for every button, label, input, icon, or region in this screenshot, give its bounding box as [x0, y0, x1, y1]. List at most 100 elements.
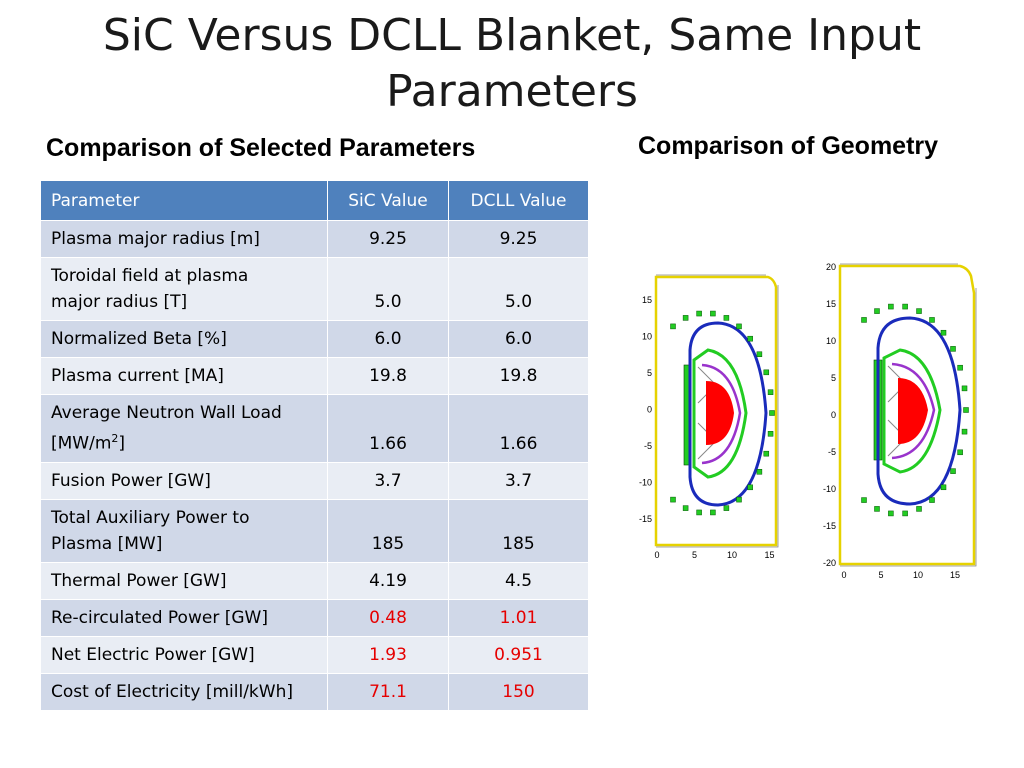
dcll-coil — [950, 468, 956, 474]
dcll-coil — [940, 329, 947, 336]
dcll-outer-boundary — [838, 264, 976, 566]
dcll-coil — [929, 497, 935, 503]
parameter-name-cell: Normalized Beta [%] — [40, 320, 328, 358]
dcll-coil — [874, 308, 880, 314]
dcll-coil — [916, 506, 922, 512]
dcll-coil — [940, 484, 947, 491]
dcll-coil — [957, 449, 963, 456]
dcll-coil — [888, 303, 894, 310]
sic-coil — [696, 310, 702, 317]
parameter-name-line: [MW/m — [51, 433, 112, 454]
dcll-geometry-figure: 20 15 10 5 0 -5 -10 -15 -20 0 5 10 15 — [818, 258, 986, 588]
dcll-y-tick-label: 20 — [826, 262, 836, 272]
sic-coil — [763, 369, 770, 376]
sic-plasma — [706, 381, 734, 445]
dcll-coil — [961, 385, 968, 392]
sic-x-tick-label: 5 — [692, 550, 697, 560]
header-parameter: Parameter — [40, 180, 328, 221]
geometry-heading: Comparison of Geometry — [638, 132, 939, 160]
dcll-value-cell: 4.5 — [448, 561, 589, 600]
parameter-name-cell: Thermal Power [GW] — [40, 561, 328, 600]
sic-x-tick-label: 15 — [764, 550, 774, 560]
sic-coil — [736, 323, 742, 330]
parameter-name-line: Plasma major radius [m] — [51, 229, 260, 249]
dcll-value-cell: 9.25 — [448, 220, 589, 258]
parameter-name-line: major radius [T] — [51, 292, 188, 312]
dcll-coil — [929, 317, 935, 323]
sic-y-tick-label: 0 — [647, 405, 652, 415]
sic-value-cell: 19.8 — [327, 357, 449, 395]
parameter-superscript: 2 — [111, 432, 119, 445]
dcll-coil — [861, 317, 867, 323]
table-row: Net Electric Power [GW] 1.93 0.951 — [40, 635, 589, 674]
sic-y-tick-label: -10 — [639, 478, 652, 488]
parameter-name-line: Average Neutron Wall Load — [51, 403, 282, 423]
parameter-name-cell: Total Auxiliary Power to Plasma [MW] — [40, 498, 328, 563]
dcll-x-tick-label: 0 — [841, 570, 846, 580]
parameter-name-cell: Re-circulated Power [GW] — [40, 598, 328, 637]
dcll-coil — [950, 346, 956, 352]
sic-coil — [682, 315, 689, 321]
sic-value-cell: 71.1 — [327, 672, 449, 711]
sic-y-tick-label: 10 — [642, 332, 652, 342]
sic-y-tick-label: 5 — [647, 368, 652, 378]
sic-coil — [769, 410, 775, 416]
parameter-name-cell: Fusion Power [GW] — [40, 461, 328, 500]
header-sic-value: SiC Value — [327, 180, 449, 221]
parameter-suffix: ] — [118, 433, 126, 454]
dcll-value-cell: 1.66 — [448, 394, 589, 463]
sic-y-tick-label: 15 — [642, 295, 652, 305]
sic-coil — [670, 323, 676, 330]
dcll-y-axis: 20 15 10 5 0 -5 -10 -15 -20 — [823, 262, 836, 568]
table-row: Normalized Beta [%] 6.0 6.0 — [40, 320, 589, 358]
dcll-y-tick-label: 5 — [831, 373, 836, 383]
dcll-y-tick-label: 10 — [826, 336, 836, 346]
dcll-coil — [963, 407, 969, 413]
parameter-name-cell: Average Neutron Wall Load [MW/m2] — [40, 394, 328, 463]
sic-value-cell: 185 — [327, 498, 449, 563]
sic-value-cell: 1.93 — [327, 635, 449, 674]
dcll-vessel — [876, 316, 962, 506]
sic-coil — [723, 505, 730, 511]
slide-title-line2: Parameters — [386, 66, 638, 117]
sic-coil — [670, 496, 676, 503]
sic-y-axis: 15 10 5 0 -5 -10 -15 — [639, 295, 652, 524]
table-row: Re-circulated Power [GW] 0.48 1.01 — [40, 598, 589, 637]
sic-outer-boundary — [654, 275, 778, 547]
table-row: Toroidal field at plasma major radius [T]… — [40, 257, 589, 321]
sic-y-tick-label: -5 — [644, 441, 652, 451]
dcll-blanket — [882, 348, 942, 474]
slide-title: SiC Versus DCLL Blanket, Same Input Para… — [0, 8, 1024, 120]
dcll-coil — [861, 497, 867, 503]
parameter-name-cell: Cost of Electricity [mill/kWh] — [40, 672, 328, 711]
sic-y-tick-label: -15 — [639, 514, 652, 524]
dcll-value-cell: 150 — [448, 672, 589, 711]
table-row: Cost of Electricity [mill/kWh] 71.1 150 — [40, 672, 589, 711]
sic-coil — [736, 496, 742, 503]
sic-blanket — [692, 348, 748, 479]
parameter-table: Parameter SiC Value DCLL Value Plasma ma… — [40, 180, 589, 711]
dcll-y-tick-label: -15 — [823, 521, 836, 531]
header-dcll-value: DCLL Value — [448, 180, 589, 221]
sic-value-cell: 9.25 — [327, 220, 449, 258]
dcll-coils — [861, 303, 969, 517]
sic-geometry-figure: 15 10 5 0 -5 -10 -15 0 5 10 15 — [628, 255, 788, 570]
dcll-x-tick-label: 5 — [878, 570, 883, 580]
dcll-x-tick-label: 10 — [913, 570, 923, 580]
dcll-value-cell: 19.8 — [448, 357, 589, 395]
sic-x-tick-label: 0 — [654, 550, 659, 560]
sic-x-tick-label: 10 — [727, 550, 737, 560]
sic-vessel — [688, 321, 768, 507]
dcll-y-tick-label: 0 — [831, 410, 836, 420]
sic-value-cell: 4.19 — [327, 561, 449, 600]
dcll-value-cell: 5.0 — [448, 257, 589, 321]
sic-coil — [756, 469, 763, 475]
dcll-y-tick-label: 15 — [826, 299, 836, 309]
parameter-name-line: Total Auxiliary Power to — [51, 507, 250, 528]
slide-title-line1: SiC Versus DCLL Blanket, Same Input — [102, 10, 922, 61]
sic-value-cell: 1.66 — [327, 394, 449, 463]
table-row: Fusion Power [GW] 3.7 3.7 — [40, 461, 589, 500]
sic-value-cell: 5.0 — [327, 257, 449, 321]
sic-coil — [682, 505, 689, 511]
parameter-name-line: Net Electric Power [GW] — [51, 644, 255, 665]
